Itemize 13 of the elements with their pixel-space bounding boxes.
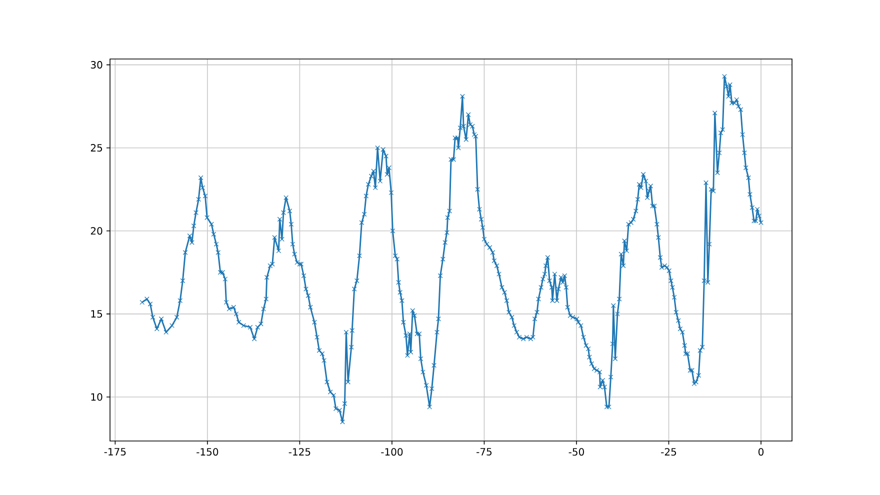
x-tick-label: -150 [196, 448, 218, 456]
y-tick-label: 20 [90, 227, 102, 235]
x-tick-label: 0 [758, 448, 764, 456]
y-tick-label: 10 [91, 393, 102, 401]
y-tick-label: 30 [90, 61, 102, 69]
x-tick-label: -75 [476, 448, 492, 456]
y-tick-label: 25 [90, 144, 102, 152]
x-tick-label: -25 [661, 448, 676, 456]
x-tick-label: -125 [288, 448, 310, 456]
y-tick-label: 15 [91, 310, 102, 318]
x-tick-label: -50 [568, 448, 584, 456]
x-tick-label: -100 [381, 448, 403, 456]
x-tick-label: -175 [104, 448, 126, 456]
